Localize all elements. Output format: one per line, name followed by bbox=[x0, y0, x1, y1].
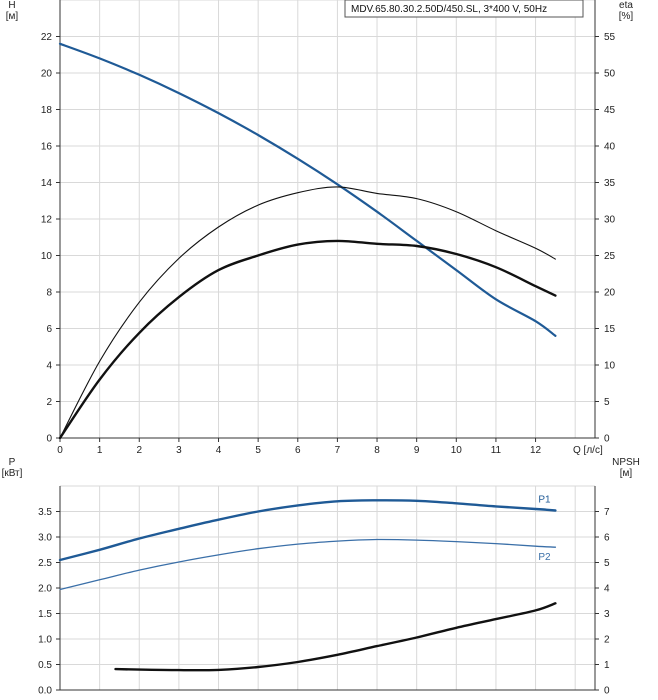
x-tick-label: 8 bbox=[374, 445, 380, 456]
y-tick-label: 1.5 bbox=[38, 609, 52, 620]
y-tick-label: 2.5 bbox=[38, 558, 52, 569]
x-tick-label: 2 bbox=[136, 445, 142, 456]
series-label: P1 bbox=[538, 494, 551, 505]
y-tick-label: 8 bbox=[46, 288, 52, 299]
y-tick-label: 14 bbox=[41, 178, 53, 189]
y-axis-label: P [кВт] bbox=[2, 457, 23, 479]
y-tick-label: 4 bbox=[46, 361, 52, 372]
y2-tick-label: 30 bbox=[604, 215, 616, 226]
power-npsh-panel: 0.0 0.5 1.0 1.5 2.0 2.5 3.0 3.5 0 1 2 3 4 5 6 7 P [кВт] NP… bbox=[2, 457, 640, 697]
y2-tick-label: 3 bbox=[604, 609, 610, 620]
x-tick-label: 4 bbox=[216, 445, 222, 456]
y2-tick-label: 25 bbox=[604, 251, 616, 262]
y2-tick-label: 15 bbox=[604, 324, 616, 335]
series-line-1 bbox=[59, 186, 556, 439]
title-box bbox=[344, 0, 584, 18]
y2-tick-label: 10 bbox=[604, 361, 616, 372]
y-tick-label: 22 bbox=[41, 32, 53, 43]
y-tick-label: 0 bbox=[46, 434, 52, 445]
x-tick-label: 5 bbox=[255, 445, 261, 456]
series-line-2 bbox=[58, 239, 557, 440]
y2-tick-label: 6 bbox=[604, 533, 610, 544]
y2-tick-label: 5 bbox=[604, 558, 610, 569]
y-tick-label: 0.0 bbox=[38, 686, 52, 697]
y-tick-label: 3.0 bbox=[38, 533, 52, 544]
y2-tick-label: 0 bbox=[604, 434, 610, 445]
y-tick-label: 2.0 bbox=[38, 584, 52, 595]
y-tick-label: 16 bbox=[41, 142, 53, 153]
y-tick-label: 1.0 bbox=[38, 635, 52, 646]
x-tick-label: 12 bbox=[530, 445, 542, 456]
y2-tick-label: 40 bbox=[604, 142, 616, 153]
head-efficiency-panel: 0246810121416182022051015202530354045505… bbox=[6, 0, 634, 456]
series-line-p2 bbox=[59, 538, 557, 591]
y-axis-label: H [м] bbox=[6, 0, 19, 22]
y-tick-label: 10 bbox=[41, 251, 53, 262]
y2-tick-label: 4 bbox=[604, 584, 610, 595]
x-tick-label: 3 bbox=[176, 445, 182, 456]
x-tick-label: 6 bbox=[295, 445, 301, 456]
x-axis-label: Q [л/с] bbox=[573, 445, 603, 456]
y2-axis-label: NPSH [м] bbox=[612, 457, 640, 479]
y2-tick-label: 35 bbox=[604, 178, 616, 189]
x-tick-label: 11 bbox=[491, 445, 502, 456]
series-line-2 bbox=[114, 602, 557, 672]
series-line-0 bbox=[58, 42, 557, 337]
x-tick-label: 10 bbox=[451, 445, 463, 456]
x-tick-label: 1 bbox=[97, 445, 103, 456]
x-tick-label: 7 bbox=[335, 445, 341, 456]
y-tick-label: 6 bbox=[46, 324, 52, 335]
chart-title: MDV.65.80.30.2.50D/450.SL, 3*400 V, 50Hz bbox=[351, 4, 547, 15]
y2-tick-label: 7 bbox=[604, 507, 610, 518]
x-tick-label: 9 bbox=[414, 445, 420, 456]
y2-tick-label: 50 bbox=[604, 69, 616, 80]
y-tick-label: 18 bbox=[41, 105, 53, 116]
y-tick-label: 2 bbox=[46, 397, 52, 408]
x-tick-label: 0 bbox=[57, 445, 63, 456]
y-tick-label: 12 bbox=[41, 215, 53, 226]
series-line-p1 bbox=[58, 499, 557, 562]
y2-axis-label: eta [%] bbox=[619, 0, 634, 22]
series-label: P2 bbox=[538, 552, 551, 563]
y2-tick-label: 2 bbox=[604, 635, 610, 646]
y-tick-label: 3.5 bbox=[38, 507, 52, 518]
y2-tick-label: 20 bbox=[604, 288, 616, 299]
y-tick-label: 20 bbox=[41, 69, 53, 80]
y2-tick-label: 5 bbox=[604, 397, 610, 408]
y2-tick-label: 0 bbox=[604, 686, 610, 697]
y2-tick-label: 55 bbox=[604, 32, 616, 43]
y-tick-label: 0.5 bbox=[38, 660, 52, 671]
y2-tick-label: 1 bbox=[604, 660, 610, 671]
y2-tick-label: 45 bbox=[604, 105, 616, 116]
